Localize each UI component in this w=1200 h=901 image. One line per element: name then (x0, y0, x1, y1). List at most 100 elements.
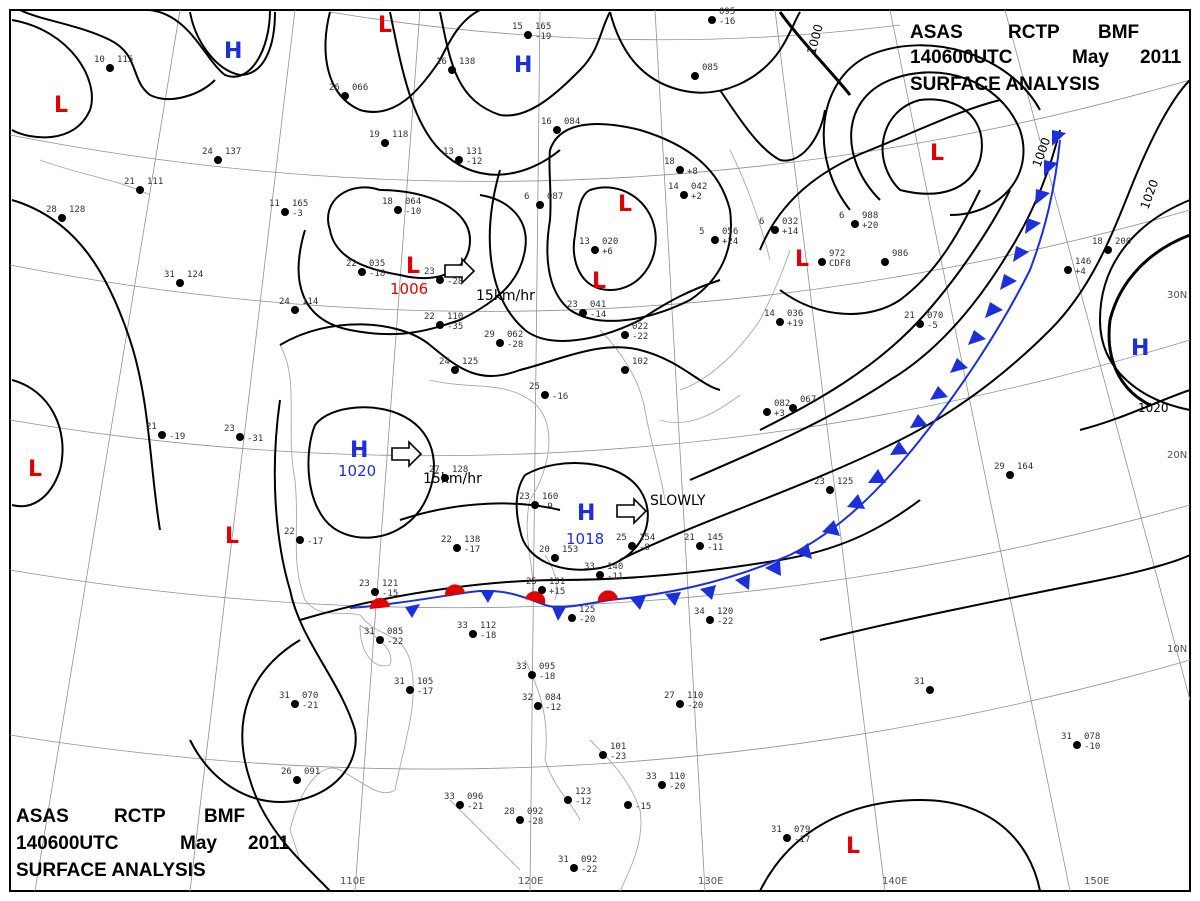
station-temperature: 26 (329, 83, 340, 93)
station-tendency: -31 (247, 434, 263, 444)
parallel-line (9, 79, 1191, 182)
station-tendency: +2 (691, 192, 702, 202)
station-temperature: 14 (764, 309, 775, 319)
station-pressure: 022 (632, 322, 648, 332)
station-temperature: 33 (584, 562, 595, 572)
station-plot: 23 -31 (224, 424, 263, 444)
station-tendency: +19 (787, 319, 803, 329)
station-circle-icon (371, 588, 379, 596)
isobar-low-ne-outer (822, 44, 1041, 211)
motion-arrows: 15km/hr 15km/hr SLOWLY (391, 257, 706, 525)
station-tendency: -10 (1084, 742, 1100, 752)
station-plot: 25 154-8 (616, 533, 655, 553)
station-circle-icon (341, 92, 349, 100)
station-plot: 22 035-18 (346, 259, 385, 279)
station-tendency: -22 (717, 617, 733, 627)
station-pressure: 078 (1084, 732, 1100, 742)
station-plot: 21 111 (124, 177, 163, 194)
station-tendency: -11 (707, 543, 723, 553)
station-temperature: 23 (224, 424, 235, 434)
station-tendency: -20 (669, 782, 685, 792)
station-circle-icon (469, 630, 477, 638)
station-temperature: 31 (771, 825, 782, 835)
header-time: 140600UTC (910, 47, 1013, 68)
station-circle-icon (916, 320, 924, 328)
station-circle-icon (538, 586, 546, 594)
station-pressure: 118 (392, 130, 408, 140)
station-pressure: 095 (719, 7, 735, 17)
isobar-line (149, 9, 271, 78)
meridian-line (889, 9, 1071, 892)
station-circle-icon (281, 208, 289, 216)
station-plot: 14 036+19 (764, 309, 803, 329)
isobar-line (11, 379, 64, 508)
station-temperature: 23 (567, 300, 578, 310)
cold-front-triangle (1052, 130, 1066, 146)
station-temperature: 21 (684, 533, 695, 543)
high-pressure-marker: H (577, 501, 595, 526)
station-circle-icon (536, 201, 544, 209)
station-tendency: -14 (590, 310, 606, 320)
station-circle-icon (436, 321, 444, 329)
station-circle-icon (624, 801, 632, 809)
isobar-high-east (1098, 199, 1191, 411)
station-plot: 31 085-22 (364, 627, 403, 647)
station-plot: 095-16 (708, 7, 735, 27)
isobar-line (297, 194, 527, 336)
station-plot: 26 066 (329, 83, 368, 100)
header-center: RCTP (1008, 22, 1060, 43)
isobar-line (189, 11, 276, 77)
station-pressure: 138 (459, 57, 475, 67)
cold-front-triangle (985, 302, 1003, 318)
station-pressure: 160 (542, 492, 558, 502)
cold-front-triangle (480, 590, 495, 603)
station-tendency: -18 (369, 269, 385, 279)
station-circle-icon (881, 258, 889, 266)
header-month: May (180, 833, 217, 854)
meridian-line (529, 9, 541, 892)
station-plot: 986 (881, 249, 908, 266)
isobar-line (719, 89, 826, 162)
station-temperature: 29 (994, 462, 1005, 472)
station-tendency: -18 (480, 631, 496, 641)
header-time: 140600UTC (16, 833, 119, 854)
station-temperature: 31 (394, 677, 405, 687)
station-tendency: -22 (387, 637, 403, 647)
station-temperature: 24 (279, 297, 290, 307)
station-plot: 123-12 (564, 787, 591, 807)
station-circle-icon (676, 700, 684, 708)
station-tendency: -16 (552, 392, 568, 402)
station-temperature: 27 (429, 465, 440, 475)
station-pressure: 085 (387, 627, 403, 637)
station-tendency: +14 (782, 227, 798, 237)
station-temperature: 16 (436, 57, 447, 67)
header-year: 2011 (248, 833, 290, 854)
station-temperature: 33 (444, 792, 455, 802)
station-pressure: 138 (464, 535, 480, 545)
station-tendency: -35 (447, 322, 463, 332)
station-plot: 18 064-10 (382, 197, 421, 217)
isobar-line (279, 323, 721, 391)
station-circle-icon (455, 156, 463, 164)
station-circle-icon (711, 236, 719, 244)
station-plot: 022-22 (621, 322, 648, 342)
low-pressure-marker: L (930, 141, 944, 166)
cold-front-triangle (847, 494, 865, 509)
station-circle-icon (789, 404, 797, 412)
station-temperature: 20 (539, 545, 550, 555)
header-month: May (1072, 47, 1109, 68)
cold-front-triangle (868, 469, 886, 483)
station-temperature: 31 (558, 855, 569, 865)
station-plot: 23 125 (814, 477, 853, 494)
station-plot: 067 (789, 395, 816, 412)
station-pressure: 084 (564, 117, 580, 127)
isobar-line (19, 9, 216, 100)
station-tendency: +3 (774, 409, 785, 419)
isobar-low-ne-inner (881, 98, 983, 195)
warm-front-semicircle (444, 584, 465, 596)
station-circle-icon (236, 433, 244, 441)
isobar-line (11, 19, 93, 139)
station-tendency: -12 (466, 157, 482, 167)
station-temperature: 32 (522, 693, 533, 703)
station-temperature: 25 (616, 533, 627, 543)
